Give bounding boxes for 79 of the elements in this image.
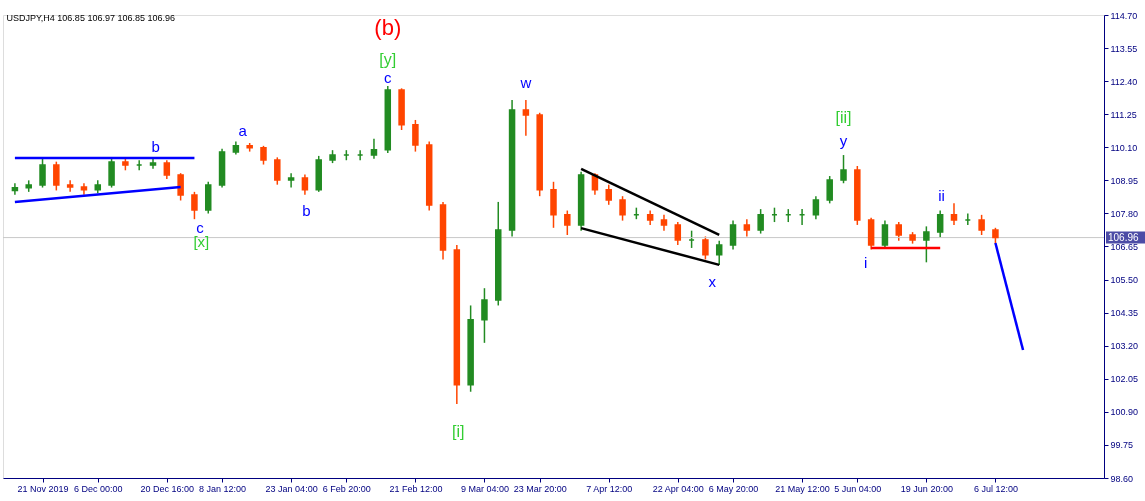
candlestick: [729, 219, 737, 251]
y-tick-label: 114.70: [1110, 10, 1138, 21]
x-tick-label: 23 Jan 04:00: [265, 483, 318, 494]
y-tick-label: 106.65: [1110, 242, 1139, 252]
y-tick-label: 102.05: [1110, 374, 1139, 385]
candlestick: [108, 156, 115, 189]
candlestick: [840, 154, 847, 184]
candlestick: [812, 195, 820, 220]
candlestick: [260, 145, 267, 166]
annotation: (b): [374, 14, 402, 40]
candlestick: [715, 240, 723, 266]
annotation: b: [302, 201, 311, 219]
x-tick-label: 6 May 20:00: [708, 483, 759, 494]
annotation: b: [151, 138, 160, 155]
annotation: [i]: [451, 422, 465, 440]
candlestick: [11, 182, 19, 196]
candlestick: [53, 160, 60, 192]
candlestick: [287, 172, 295, 189]
y-tick-label: 113.55: [1110, 43, 1138, 54]
x-tick-label: 8 Jan 12:00: [199, 483, 247, 494]
x-tick-label: 21 Nov 2019: [17, 483, 69, 494]
candlestick: [674, 221, 682, 246]
annotation: a: [238, 121, 248, 139]
annotation: [ii]: [835, 108, 852, 126]
y-tick-label: 98.60: [1110, 473, 1134, 484]
x-tick-label: 21 May 12:00: [775, 483, 830, 494]
candlestick: [564, 209, 571, 236]
y-tick-label: 110.10: [1110, 142, 1138, 153]
candlestick: [757, 208, 764, 235]
candlestick: [923, 225, 930, 264]
ref-line-label: 106.96: [1108, 231, 1140, 243]
x-tick-label: 9 Mar 04:00: [460, 483, 509, 494]
x-tick-label: 6 Dec 00:00: [73, 483, 123, 494]
candlestick: [619, 195, 626, 222]
candlestick: [39, 158, 46, 189]
x-tick-label: 21 Feb 12:00: [389, 483, 443, 494]
x-tick-label: 22 Apr 04:00: [652, 483, 704, 494]
candlestick: [826, 175, 833, 205]
y-tick-label: 107.80: [1110, 208, 1139, 219]
candlestick: [412, 119, 419, 153]
candlestick: [301, 173, 309, 196]
candlestick: [522, 99, 530, 137]
x-tick-label: 6 Feb 20:00: [322, 483, 371, 494]
candlestick: [895, 221, 902, 242]
candlestick: [702, 235, 709, 261]
x-tick-label: 7 Apr 12:00: [586, 483, 633, 494]
annotation: [y]: [379, 50, 397, 68]
annotation: w: [519, 73, 532, 91]
x-tick-label: 19 Jun 20:00: [900, 483, 953, 494]
y-tick-label: 100.90: [1110, 407, 1139, 418]
annotation: i: [863, 253, 868, 271]
candlestick: [605, 183, 612, 206]
candlestick: [191, 191, 198, 220]
y-tick-label: 104.35: [1110, 308, 1139, 319]
candlestick: [481, 287, 488, 344]
candlestick: [936, 209, 944, 239]
x-tick-label: 23 Mar 20:00: [513, 483, 567, 494]
y-tick-label: 103.20: [1110, 341, 1139, 352]
y-tick-label: 108.95: [1110, 175, 1139, 186]
candlestick: [881, 219, 889, 249]
annotation: c: [384, 68, 393, 86]
x-tick-label: 6 Jul 12:00: [973, 483, 1018, 494]
candlestick: [370, 137, 378, 160]
candlestick: [978, 214, 985, 236]
annotation: x: [708, 272, 717, 290]
candlestick: [66, 179, 74, 193]
y-tick-label: 111.25: [1110, 109, 1137, 120]
candlestick: [163, 159, 171, 180]
y-tick-label: 105.50: [1110, 275, 1139, 286]
x-tick-label: 5 Jun 04:00: [834, 483, 882, 494]
candlestick: [950, 202, 958, 226]
chart-title: USDJPY,H4 106.85 106.97 106.85 106.96: [6, 13, 175, 23]
y-tick-label: 112.40: [1110, 76, 1138, 87]
candlestick: [274, 156, 281, 186]
x-tick-label: 20 Dec 16:00: [140, 483, 195, 494]
y-tick-label: 99.75: [1110, 440, 1134, 451]
annotation: ii: [938, 186, 945, 204]
candlestick: [177, 172, 184, 202]
annotation: y: [839, 131, 848, 149]
